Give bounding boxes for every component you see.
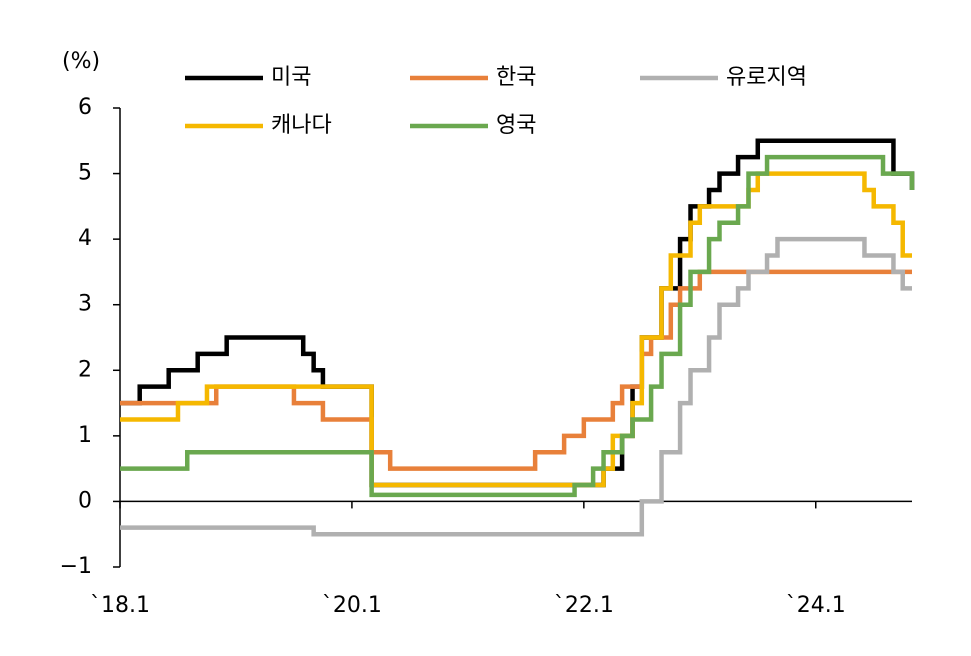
y-tick-label: 5	[78, 161, 92, 186]
series-line	[120, 154, 915, 498]
x-tick-label: `18.1	[90, 593, 150, 618]
series-line	[120, 269, 912, 471]
y-tick-label: 6	[78, 95, 92, 120]
series-line	[120, 138, 915, 488]
y-tick-label: 2	[78, 357, 92, 382]
legend-label: 유로지역	[726, 65, 807, 90]
legend-label: 캐나다	[271, 113, 332, 138]
y-tick-label: 3	[78, 292, 92, 317]
legend-label: 한국	[496, 65, 536, 90]
y-axis-label: (%)	[62, 49, 100, 74]
legend-label: 미국	[271, 65, 311, 90]
x-tick-label: `20.1	[322, 593, 382, 618]
y-tick-label: −1	[60, 554, 92, 579]
legend-label: 영국	[496, 113, 536, 138]
y-tick-label: 0	[78, 488, 92, 513]
x-tick-label: `22.1	[554, 593, 614, 618]
series-line	[120, 236, 912, 537]
series-line	[120, 171, 912, 488]
y-tick-label: 4	[78, 226, 92, 251]
y-tick-label: 1	[78, 423, 92, 448]
x-tick-label: `24.1	[786, 593, 846, 618]
